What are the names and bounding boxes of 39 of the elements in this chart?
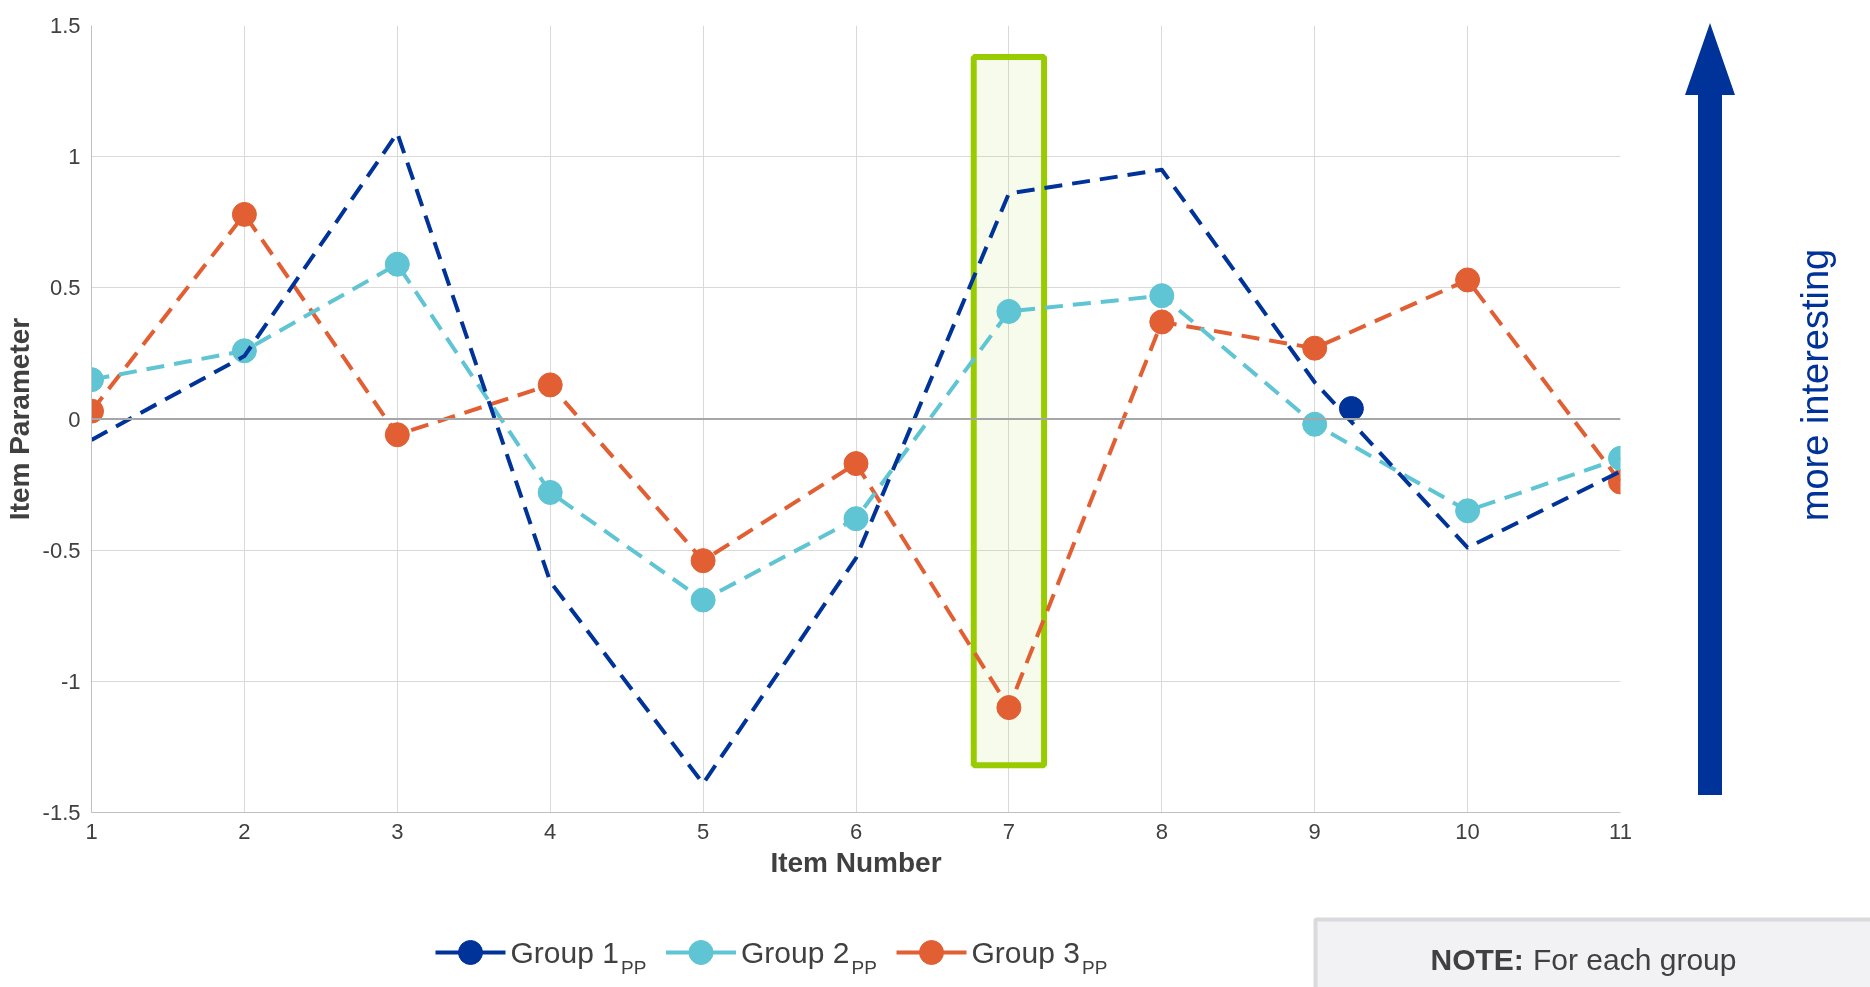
x-tick-label: 10 xyxy=(1455,818,1480,844)
y-tick-label: 1 xyxy=(68,144,81,170)
point xyxy=(996,695,1022,721)
point xyxy=(1455,498,1481,524)
y-tick-label: 0 xyxy=(68,406,81,432)
point xyxy=(1302,335,1328,361)
point xyxy=(1149,309,1175,335)
point xyxy=(537,372,563,398)
point xyxy=(1302,411,1328,437)
x-tick-label: 9 xyxy=(1308,818,1321,844)
point xyxy=(537,479,563,505)
y-tick-label: 1.5 xyxy=(49,13,81,38)
y-tick-label: -1.5 xyxy=(42,800,81,825)
point xyxy=(996,298,1022,324)
x-tick-label: 3 xyxy=(391,818,404,844)
x-tick-label: 1 xyxy=(85,818,98,844)
point xyxy=(1149,283,1175,309)
point xyxy=(384,422,410,448)
point xyxy=(1455,267,1481,293)
point xyxy=(843,451,869,477)
x-tick-label: 8 xyxy=(1155,818,1168,844)
x-tick-label: 6 xyxy=(849,818,863,844)
y-tick-label: -0.5 xyxy=(42,537,81,563)
text: NOTE: For each group xyxy=(1430,942,1737,976)
x-tick-label: 4 xyxy=(544,818,557,844)
y-tick-label: -1 xyxy=(60,668,81,694)
point xyxy=(384,251,410,277)
x-tick-label: 7 xyxy=(1002,818,1016,844)
x-tick-label: 2 xyxy=(238,818,251,844)
x-tick-label: 11 xyxy=(1609,818,1632,844)
point xyxy=(231,201,257,227)
x-tick-label: 5 xyxy=(696,818,710,844)
y-tick-label: 0.5 xyxy=(49,275,81,301)
point xyxy=(690,548,716,574)
point xyxy=(690,587,716,613)
x-axis-title: Item Number xyxy=(770,846,942,878)
text: more interesting xyxy=(1792,248,1837,522)
point xyxy=(843,506,869,532)
y-axis-title: Item Parameter xyxy=(3,317,35,521)
